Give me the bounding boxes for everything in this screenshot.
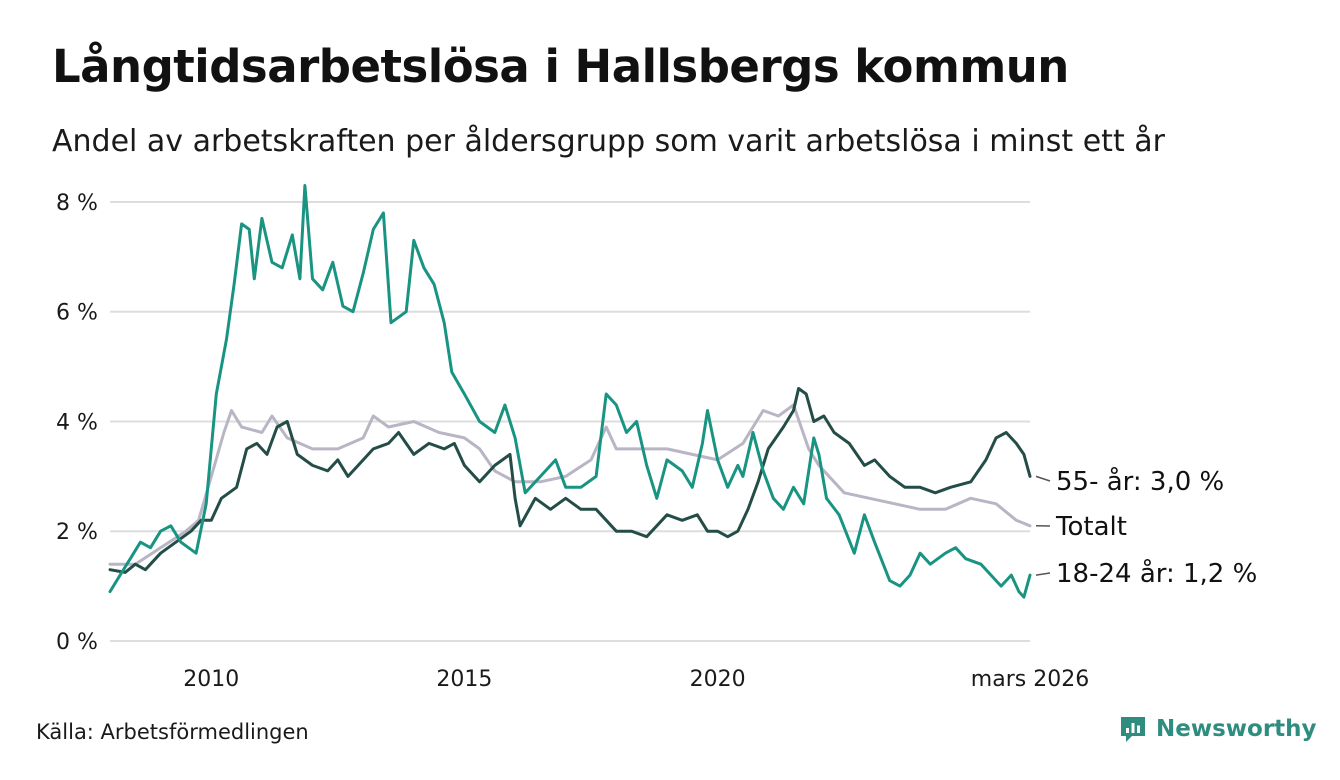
chart-subtitle: Andel av arbetskraften per åldersgrupp s…: [52, 124, 1165, 159]
source-note: Källa: Arbetsförmedlingen: [36, 720, 309, 744]
series-line-age_18_24: [108, 184, 1032, 599]
brand-logo: Newsworthy: [1118, 714, 1317, 744]
x-tick-label: 2015: [436, 667, 492, 692]
y-tick-label: 8 %: [56, 191, 98, 216]
series-end-labels: Totalt 55- år: 3,0 % 18-24 år: 1,2 %: [1035, 466, 1257, 589]
end-label-connector-age_18_24: [1035, 572, 1051, 576]
series-line-age_55: [108, 387, 1032, 574]
x-tick-label: mars 2026: [971, 667, 1089, 692]
end-label-age_18_24: 18-24 år: 1,2 %: [1056, 558, 1257, 589]
line-chart: 0 % 2 % 4 % 6 % 8 % 2010 2015 2020 mars 2026 To…: [56, 184, 1257, 692]
y-tick-label: 0 %: [56, 630, 98, 655]
y-tick-label: 4 %: [56, 410, 98, 435]
end-label-total: Totalt: [1055, 512, 1127, 542]
x-tick-label: 2010: [183, 667, 239, 692]
x-axis-ticks: 2010 2015 2020 mars 2026: [183, 667, 1089, 692]
end-label-connector-age_55: [1035, 475, 1051, 482]
series-line-total: [108, 403, 1032, 566]
x-tick-label: 2020: [690, 667, 746, 692]
y-tick-label: 6 %: [56, 301, 98, 326]
chart-title: Långtidsarbetslösa i Hallsbergs kommun: [52, 40, 1069, 93]
brand-name: Newsworthy: [1156, 716, 1317, 742]
end-label-age_55: 55- år: 3,0 %: [1056, 466, 1224, 497]
y-axis-ticks: 0 % 2 % 4 % 6 % 8 %: [56, 191, 98, 655]
series-lines: [108, 184, 1032, 599]
newsworthy-logo-icon: [1121, 717, 1145, 742]
y-tick-label: 2 %: [56, 520, 98, 545]
gridlines: [110, 200, 1030, 642]
